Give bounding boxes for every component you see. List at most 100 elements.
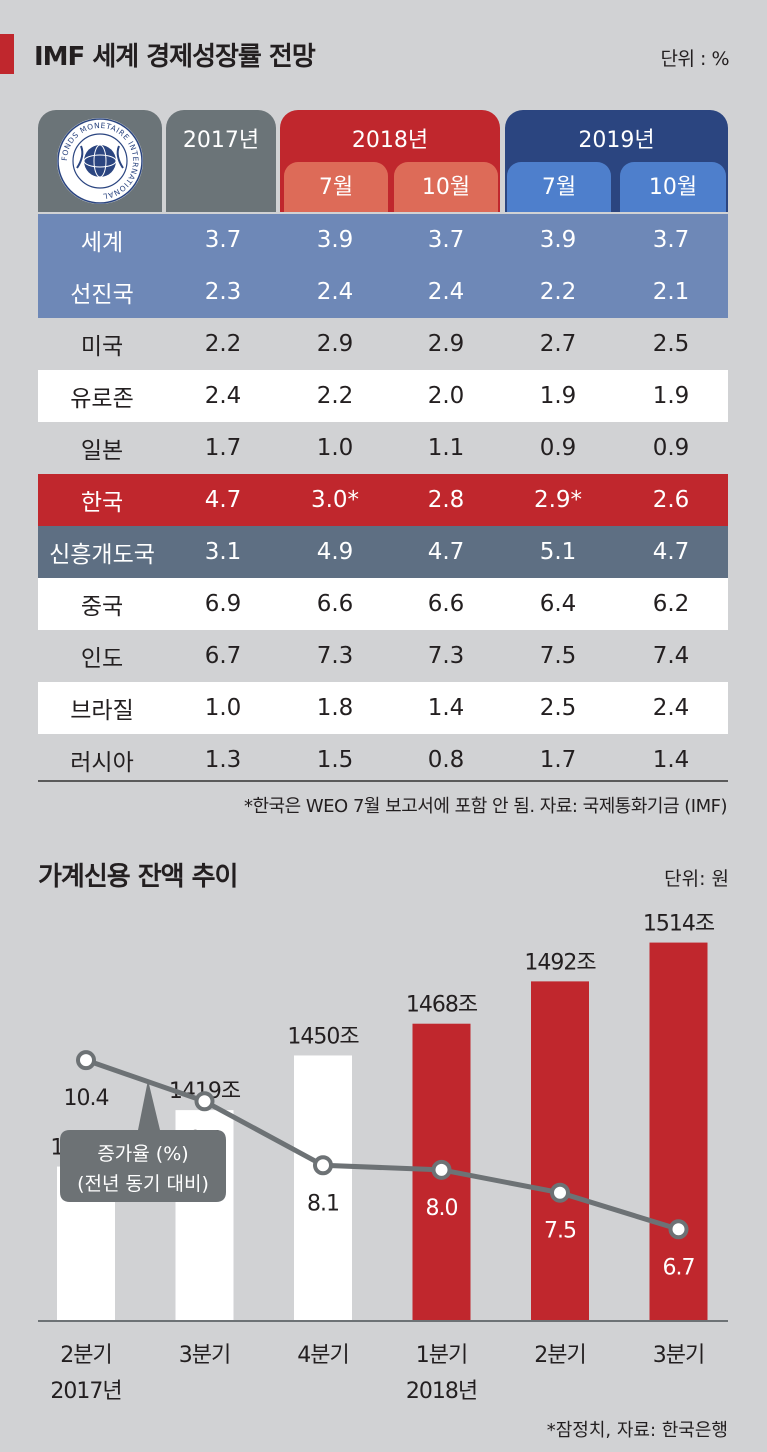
row-value: 2.6 — [652, 487, 690, 513]
row-value: 2.3 — [204, 279, 242, 305]
row-value: 2.4 — [316, 279, 354, 305]
table-row: 러시아 1.3 1.5 0.8 1.7 1.4 — [38, 734, 728, 786]
row-value: 7.5 — [539, 643, 577, 669]
category-label: 2분기 — [534, 1343, 585, 1368]
row-value: 2.9 — [427, 331, 465, 357]
row-value: 3.7 — [204, 227, 242, 253]
row-value: 0.8 — [427, 747, 465, 773]
table-row: 브라질 1.0 1.8 1.4 2.5 2.4 — [38, 682, 728, 734]
row-value: 3.0* — [310, 487, 360, 513]
row-value: 7.3 — [427, 643, 465, 669]
header-2018-oct: 10월 — [394, 162, 498, 212]
row-label: 미국 — [80, 334, 124, 360]
category-label: 1분기 — [416, 1343, 467, 1368]
callout-line2: (전년 동기 대비) — [77, 1173, 209, 1195]
chart-note: *잠정치, 자료: 한국은행 — [547, 1420, 728, 1441]
row-value: 6.9 — [204, 591, 242, 617]
callout-box — [60, 1080, 226, 1202]
header-2017: 2017년 — [166, 110, 276, 212]
row-value: 2.8 — [427, 487, 465, 513]
row-value: 1.9 — [539, 383, 577, 409]
row-value: 2.9 — [316, 331, 354, 357]
row-label: 러시아 — [70, 750, 134, 776]
row-value: 1.3 — [204, 747, 242, 773]
growth-value-label: 8.0 — [426, 1196, 458, 1221]
row-value: 1.7 — [539, 747, 577, 773]
row-label: 일본 — [80, 438, 124, 464]
growth-value-label: 8.1 — [307, 1191, 339, 1216]
growth-value-label: 10.4 — [64, 1086, 109, 1111]
header-2019-label: 2019년 — [578, 128, 655, 153]
header-2019-oct: 10월 — [620, 162, 726, 212]
table-row: 인도 6.7 7.3 7.3 7.5 7.4 — [38, 630, 728, 682]
table-row: 중국 6.9 6.6 6.6 6.4 6.2 — [38, 578, 728, 630]
row-value: 2.2 — [316, 383, 354, 409]
year-label: 2017년 — [50, 1379, 121, 1404]
row-value: 1.0 — [204, 695, 242, 721]
growth-value-label: 6.7 — [663, 1255, 695, 1280]
category-label: 3분기 — [653, 1343, 704, 1368]
row-value: 4.9 — [316, 539, 354, 565]
growth-point — [76, 1050, 96, 1071]
imf-logo-cell: FONDS MONETAIRE INTERNATIONAL — [38, 110, 162, 212]
row-value: 2.4 — [204, 383, 242, 409]
bar — [649, 942, 708, 1320]
bar-value-label: 1468조 — [406, 993, 478, 1018]
table-unit: 단위 : % — [660, 48, 730, 70]
row-value: 6.2 — [652, 591, 690, 617]
row-value: 2.2 — [204, 331, 242, 357]
row-value: 2.1 — [652, 279, 690, 305]
row-label: 유로존 — [70, 386, 134, 412]
table-title: IMF 세계 경제성장률 전망 — [34, 42, 316, 72]
row-value: 3.7 — [652, 227, 690, 253]
table-bottom-rule — [38, 780, 728, 782]
row-value: 2.9* — [533, 487, 583, 513]
row-label: 선진국 — [70, 282, 134, 308]
callout-line1: 증가율 (%) — [97, 1143, 188, 1165]
bar-value-label: 1514조 — [643, 912, 715, 937]
row-value: 3.7 — [427, 227, 465, 253]
row-label: 브라질 — [70, 698, 134, 724]
category-label: 4분기 — [297, 1343, 348, 1368]
row-value: 2.0 — [427, 383, 465, 409]
row-value: 2.4 — [427, 279, 465, 305]
table-row: 유로존 2.4 2.2 2.0 1.9 1.9 — [38, 370, 728, 422]
row-value: 6.6 — [316, 591, 354, 617]
growth-point — [431, 1159, 452, 1180]
row-value: 2.7 — [539, 331, 577, 357]
row-value: 0.9 — [652, 435, 690, 461]
growth-line — [85, 1057, 680, 1232]
bar-value-label: 1492조 — [524, 950, 596, 975]
row-value: 7.3 — [316, 643, 354, 669]
title-accent-bar — [0, 34, 14, 74]
header-2018-jul: 7월 — [284, 162, 388, 212]
growth-point — [550, 1182, 570, 1203]
table-row: 미국 2.2 2.9 2.9 2.7 2.5 — [38, 318, 728, 370]
row-value: 6.4 — [539, 591, 577, 617]
row-value: 3.9 — [316, 227, 354, 253]
growth-point — [194, 1091, 215, 1112]
row-value: 6.7 — [204, 643, 242, 669]
row-label: 인도 — [80, 646, 124, 672]
row-value: 2.4 — [652, 695, 690, 721]
header-2018-label: 2018년 — [351, 128, 429, 153]
row-value: 0.9 — [539, 435, 577, 461]
growth-point — [313, 1155, 333, 1176]
row-value: 4.7 — [427, 539, 465, 565]
row-value: 1.4 — [652, 747, 690, 773]
table-note: *한국은 WEO 7월 보고서에 포함 안 됨. 자료: 국제통화기금 (IMF… — [243, 796, 728, 817]
category-label: 2분기 — [60, 1343, 111, 1368]
credit-chart: 1387조1419조1450조1468조1492조1514조10.49.58.1… — [38, 912, 728, 1441]
table-row: 신흥개도국 3.1 4.9 4.7 5.1 4.7 — [38, 526, 728, 578]
row-value: 4.7 — [204, 487, 242, 513]
row-value: 3.9 — [539, 227, 577, 253]
table-row: 선진국 2.3 2.4 2.4 2.2 2.1 — [38, 266, 728, 318]
bar — [531, 981, 589, 1320]
chart-unit: 단위: 원 — [664, 868, 729, 890]
row-value: 1.9 — [652, 383, 690, 409]
row-value: 1.7 — [204, 435, 242, 461]
row-value: 4.7 — [652, 539, 690, 565]
bar-value-label: 1450조 — [287, 1024, 359, 1049]
row-value: 7.4 — [652, 643, 690, 669]
row-value: 1.1 — [427, 435, 465, 461]
